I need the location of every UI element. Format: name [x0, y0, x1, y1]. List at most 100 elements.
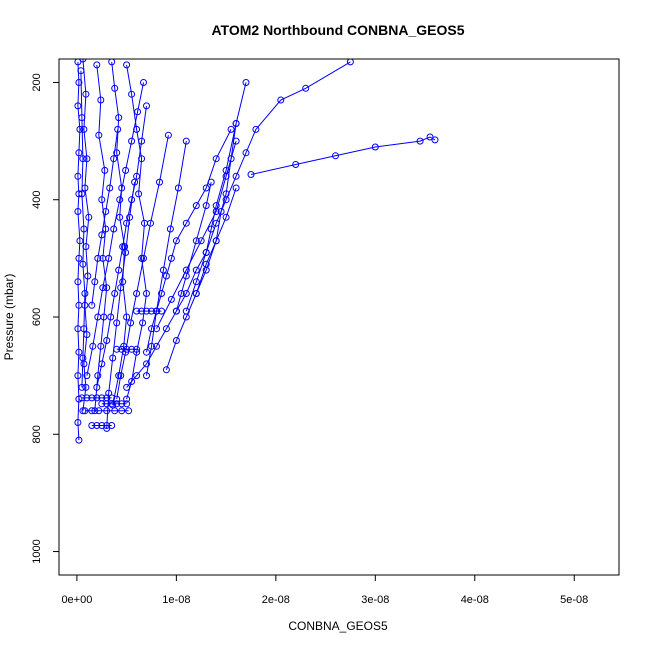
data-point	[88, 407, 96, 415]
data-point	[426, 133, 434, 141]
data-point	[98, 196, 106, 204]
data-point	[78, 383, 86, 391]
data-point	[91, 278, 99, 286]
y-axis: 200 400 600 800 1000	[31, 73, 59, 564]
data-point	[153, 307, 160, 315]
data-point	[232, 120, 240, 127]
data-point	[82, 90, 90, 98]
data-point	[123, 61, 131, 69]
data-point	[113, 400, 121, 408]
data-point	[93, 422, 101, 429]
data-point	[143, 102, 150, 110]
data-point	[114, 125, 122, 133]
data-point	[133, 307, 141, 315]
data-point	[97, 342, 105, 350]
data-point	[182, 219, 190, 227]
data-point	[82, 383, 90, 391]
data-point	[79, 354, 87, 362]
series-line	[156, 140, 237, 329]
data-point	[103, 400, 111, 408]
data-point	[95, 131, 103, 139]
data-point	[117, 372, 125, 380]
data-point	[143, 348, 150, 356]
data-point	[79, 59, 87, 63]
data-point	[172, 307, 180, 315]
data-point	[79, 155, 87, 163]
data-point	[128, 378, 136, 385]
data-point	[116, 196, 124, 204]
data-point	[332, 152, 339, 160]
data-point	[182, 272, 190, 280]
data-point	[158, 307, 165, 315]
x-axis-label: CONBNA_GEOS5	[288, 619, 388, 633]
data-point	[232, 184, 240, 192]
data-point	[232, 172, 240, 180]
data-point	[122, 348, 130, 356]
data-point	[192, 237, 200, 245]
data-point	[93, 394, 101, 402]
data-point	[133, 372, 141, 380]
data-point	[115, 266, 123, 274]
data-point	[103, 337, 111, 344]
data-point	[93, 61, 101, 69]
data-point	[128, 137, 136, 145]
data-point	[75, 436, 83, 444]
series-line	[80, 70, 86, 388]
data-point	[292, 161, 300, 168]
series-line	[165, 187, 237, 370]
data-point	[79, 260, 87, 268]
data-point	[371, 143, 379, 151]
data-point	[140, 79, 147, 86]
data-point	[247, 171, 255, 178]
data-point	[110, 225, 118, 233]
data-point	[162, 325, 170, 333]
data-point	[172, 237, 180, 245]
data-point	[113, 319, 121, 327]
data-point	[123, 219, 131, 227]
data-point	[202, 249, 210, 256]
series-line	[106, 182, 136, 429]
plot-content	[74, 59, 439, 444]
series-line	[77, 61, 81, 441]
data-point	[277, 96, 285, 104]
y-tick-label: 1000	[31, 539, 43, 563]
data-point	[197, 237, 205, 245]
data-point	[118, 400, 126, 408]
series-line	[195, 123, 237, 294]
y-tick-label: 200	[31, 73, 43, 91]
data-point	[138, 254, 146, 262]
data-point	[89, 342, 97, 350]
data-point	[140, 254, 147, 262]
data-point	[119, 243, 127, 251]
data-point	[122, 249, 130, 256]
data-point	[167, 254, 175, 262]
data-point	[74, 419, 82, 426]
data-point	[416, 137, 424, 145]
data-point	[123, 313, 131, 321]
series-line	[111, 61, 128, 406]
x-tick-label: 2e-08	[262, 594, 290, 606]
series-line	[116, 135, 169, 400]
data-point	[93, 383, 101, 391]
data-point	[78, 114, 86, 122]
data-point	[192, 278, 200, 286]
data-point	[110, 155, 118, 163]
data-point	[94, 254, 102, 262]
data-point	[108, 422, 116, 429]
data-point	[202, 202, 210, 210]
data-point	[111, 407, 119, 415]
data-point	[242, 79, 250, 86]
series-line	[86, 82, 144, 376]
series-line	[96, 105, 147, 388]
data-point	[143, 372, 150, 380]
data-point	[222, 190, 230, 198]
series-line	[146, 141, 187, 376]
data-point	[143, 290, 150, 297]
data-point	[105, 389, 113, 397]
data-point	[103, 284, 111, 292]
data-point	[97, 96, 105, 104]
data-point	[99, 284, 107, 292]
data-point	[192, 266, 200, 274]
data-point	[148, 307, 155, 315]
